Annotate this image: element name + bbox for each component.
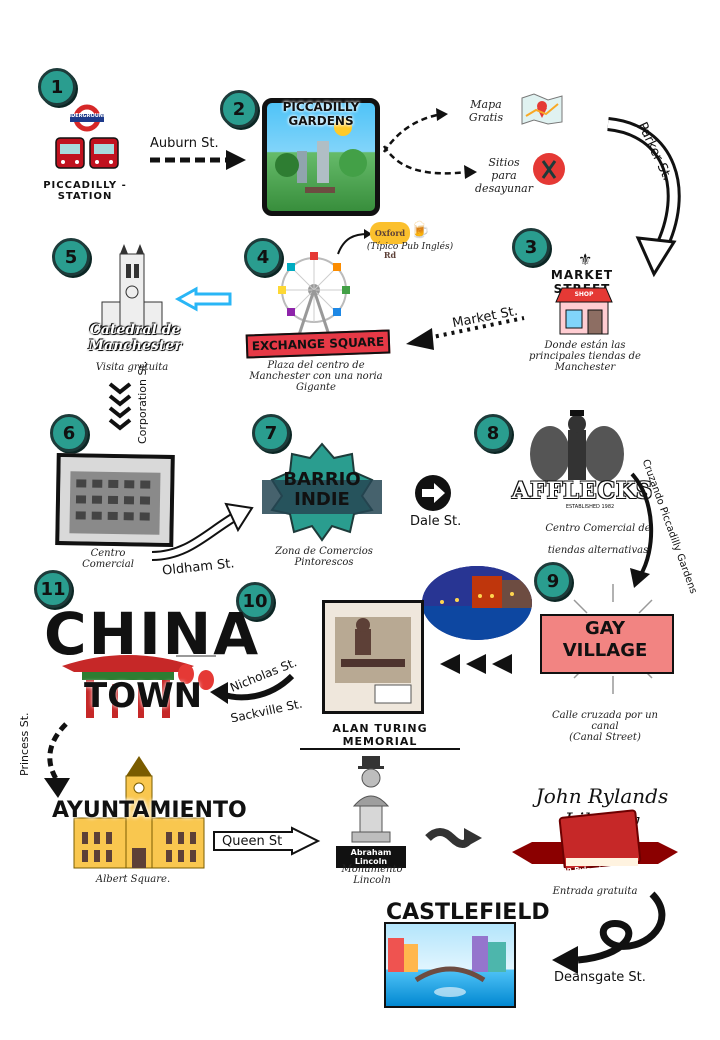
arrow-corporation bbox=[108, 382, 132, 438]
stop-number-3: 3 bbox=[512, 228, 550, 266]
stop-number-4: 4 bbox=[244, 238, 282, 276]
ayuntamiento-desc: Albert Square. bbox=[95, 874, 171, 885]
arrow-parker bbox=[600, 110, 700, 284]
shop-sign: SHOP bbox=[574, 291, 594, 298]
stop-label-9-line2: VILLAGE bbox=[562, 640, 648, 661]
stop-number-11: 11 bbox=[34, 570, 72, 608]
castlefield-label: CASTLEFIELD bbox=[386, 900, 550, 925]
stop-number-2: 2 bbox=[220, 90, 258, 128]
stop-number-5: 5 bbox=[52, 238, 90, 276]
arrow-princess bbox=[36, 720, 80, 804]
book-icon bbox=[512, 809, 678, 882]
arrow-queen bbox=[212, 826, 322, 858]
stop-label-9-line1: GAY bbox=[584, 618, 626, 639]
arrow-breakfast bbox=[380, 142, 480, 186]
ayuntamiento-label: AYUNTAMIENTO bbox=[52, 798, 247, 823]
lincoln-plaque: Abraham Lincoln bbox=[336, 846, 406, 868]
stop-label-2: PICCADILLY GARDENS bbox=[282, 100, 360, 128]
lincoln-statue-icon bbox=[346, 756, 396, 844]
arrow-rylands bbox=[425, 826, 482, 854]
restaurant-icon bbox=[532, 152, 566, 186]
arrow-deansgate bbox=[548, 890, 678, 984]
street-corporation: Corporation St. bbox=[136, 360, 149, 444]
stop-number-6: 6 bbox=[50, 414, 88, 452]
stop-desc-5: Visita gratuita bbox=[95, 362, 169, 373]
underground-sign: UNDERGROUND bbox=[62, 113, 108, 119]
pub-logo: Oxford Rd bbox=[370, 222, 410, 260]
stop-label-5: Catedral de Manchester bbox=[88, 322, 182, 354]
stop-label-4: EXCHANGE SQUARE bbox=[245, 329, 391, 359]
shop-icon bbox=[555, 284, 613, 336]
arrow-cathedral bbox=[174, 286, 232, 314]
arrow-nicholas bbox=[208, 660, 298, 714]
stop-desc-7: Zona de Comercios Pintorescos bbox=[275, 546, 373, 568]
stop-label-10: ALAN TURING MEMORIAL bbox=[300, 722, 460, 750]
fleur-icon: ⚜ bbox=[578, 250, 593, 269]
stop-label-9: GAY VILLAGE bbox=[540, 618, 670, 662]
canal-street-photo bbox=[422, 566, 532, 640]
street-deansgate: Deansgate St. bbox=[554, 970, 646, 985]
stop-label-9-banner bbox=[540, 614, 674, 674]
rylands-desc: Entrada gratuita bbox=[552, 886, 638, 897]
stop-label-11b: TOWN bbox=[84, 676, 203, 716]
street-princess: Princess St. bbox=[18, 712, 31, 776]
underground-station-icon bbox=[52, 104, 122, 174]
turing-memorial-photo bbox=[322, 600, 424, 714]
stop-desc-9: Calle cruzada por un canal bbox=[552, 710, 658, 732]
affleck-fish-icon bbox=[520, 410, 630, 490]
stop-number-10: 10 bbox=[236, 582, 274, 620]
ferris-wheel-icon bbox=[270, 250, 358, 340]
arrow-dale-icon bbox=[414, 474, 452, 512]
castlefield-image bbox=[384, 922, 516, 1008]
shopping-centre-photo bbox=[55, 452, 175, 548]
note-map: Mapa Gratis bbox=[468, 98, 504, 124]
china-gate-icon bbox=[62, 644, 194, 718]
stop-desc-6: Centro Comercial bbox=[82, 548, 134, 570]
arrow-pub bbox=[334, 228, 374, 262]
stop-desc-8: Centro Comercial de tiendas alternativas bbox=[545, 523, 651, 556]
piccadilly-gardens-image bbox=[262, 98, 380, 216]
stop-number-8: 8 bbox=[474, 414, 512, 452]
stop-number-1: 1 bbox=[38, 68, 76, 106]
lantern-icon bbox=[176, 652, 216, 702]
indie-badge bbox=[262, 442, 382, 542]
stop-desc-4: Plaza del centro de Manchester con una n… bbox=[249, 360, 383, 393]
street-auburn: Auburn St. bbox=[150, 136, 219, 151]
arrow-triple bbox=[440, 652, 520, 680]
rylands-banner: John Rylands Library bbox=[554, 866, 636, 874]
affleck-est: ESTABLISHED 1982 bbox=[565, 504, 615, 510]
stop-label-1: PICCADILLY - STATION bbox=[43, 180, 127, 202]
stop-desc-9b: (Canal Street) bbox=[569, 732, 641, 743]
street-dale: Dale St. bbox=[410, 514, 462, 529]
cathedral-icon bbox=[100, 244, 164, 344]
stop-desc-3: Donde están las principales tiendas de M… bbox=[529, 340, 641, 373]
street-queen: Queen St bbox=[222, 834, 283, 849]
note-breakfast: Sitios para desayunar bbox=[475, 156, 533, 195]
stop-label-8: AFFLECKS bbox=[512, 478, 654, 504]
stop-number-9: 9 bbox=[534, 562, 572, 600]
arrow-cruzando bbox=[626, 470, 666, 594]
stop-number-7: 7 bbox=[252, 414, 290, 452]
arrow-market bbox=[406, 306, 530, 356]
lincoln-desc: Monumento Lincoln bbox=[341, 864, 403, 886]
town-hall-icon bbox=[66, 756, 212, 870]
arrow-oldham bbox=[148, 502, 258, 566]
stop-label-7: BARRIO INDIE bbox=[262, 470, 382, 510]
map-icon bbox=[520, 92, 564, 126]
arrow-map bbox=[380, 108, 450, 162]
beer-icon: 🍺 bbox=[410, 220, 430, 239]
pub-desc: (Típico Pub Inglés) bbox=[366, 242, 454, 252]
stop-label-7-line1: BARRIO bbox=[283, 469, 361, 490]
arrow-auburn bbox=[148, 150, 248, 174]
stop-label-7-line2: INDIE bbox=[294, 489, 350, 510]
